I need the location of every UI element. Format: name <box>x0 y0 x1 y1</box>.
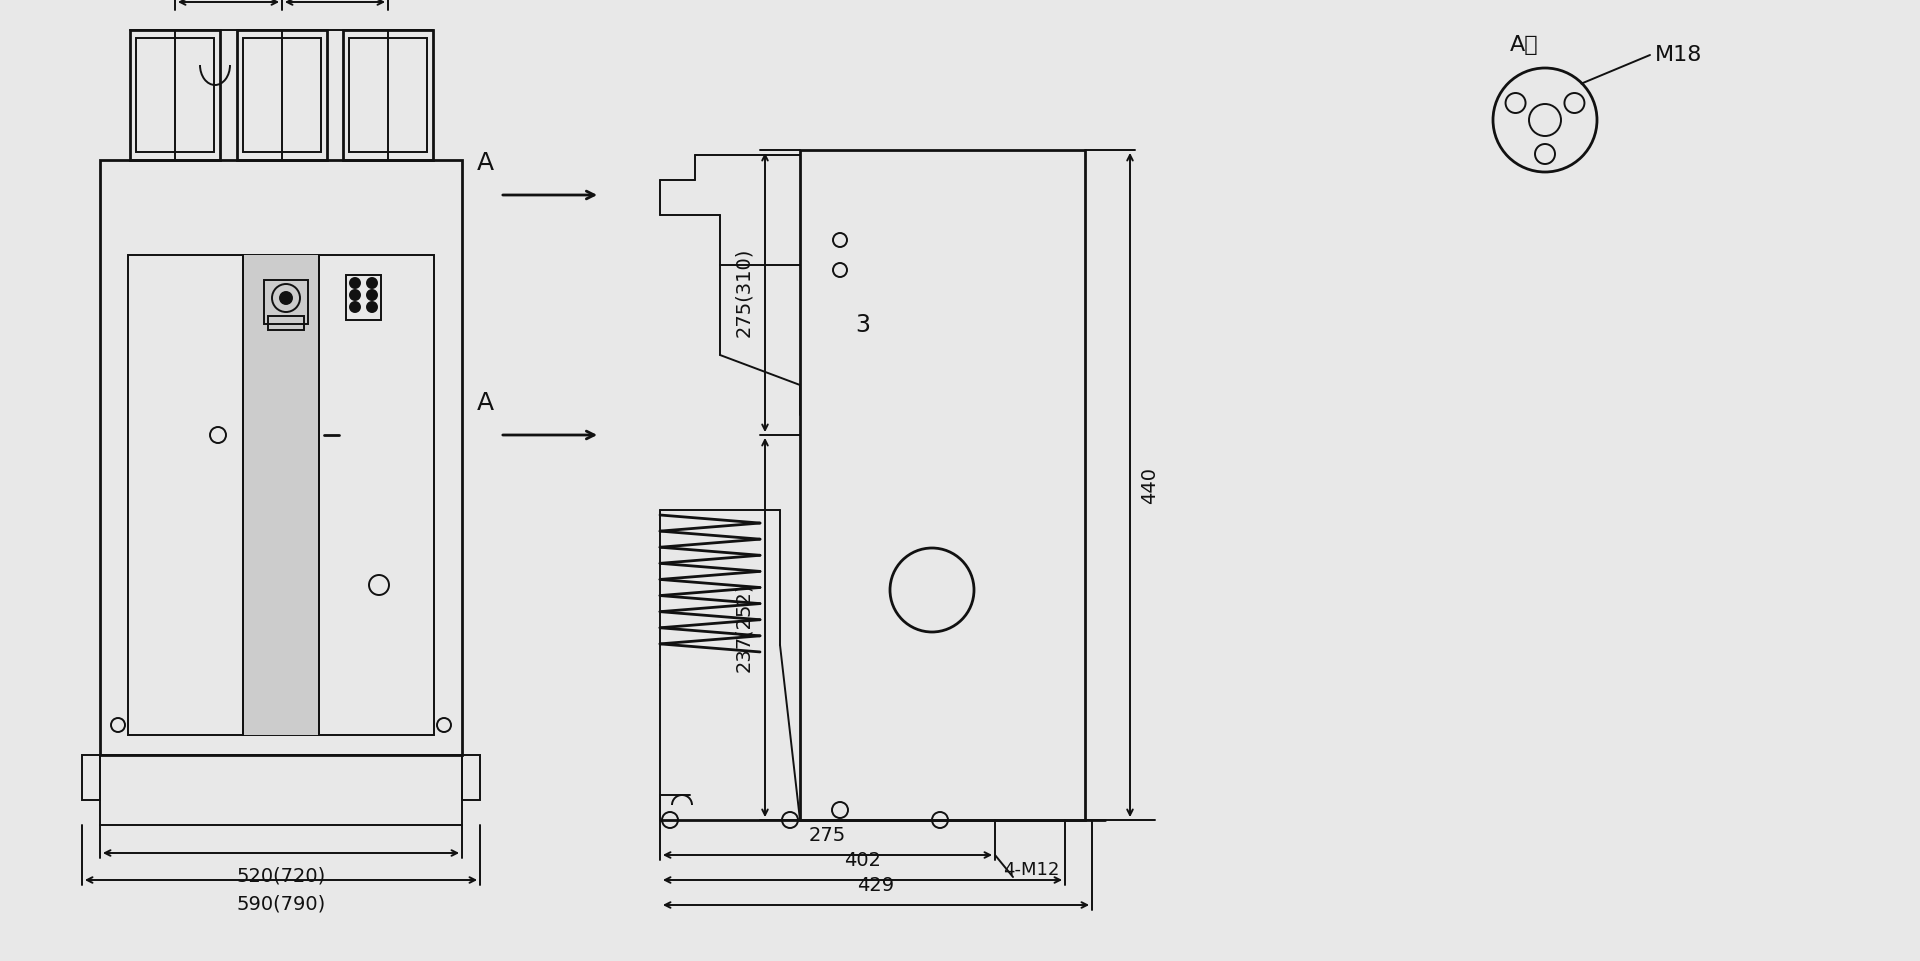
Circle shape <box>349 290 361 300</box>
Text: 3: 3 <box>854 313 870 337</box>
Text: 4-M12: 4-M12 <box>1002 861 1060 879</box>
Bar <box>801 150 1085 820</box>
Bar <box>346 275 380 320</box>
Bar <box>100 755 463 825</box>
Circle shape <box>367 302 376 312</box>
Bar <box>349 38 426 152</box>
Bar <box>236 30 326 160</box>
Text: A向: A向 <box>1509 35 1538 55</box>
Bar <box>131 30 221 160</box>
Text: 520(720): 520(720) <box>236 867 326 886</box>
Bar <box>129 255 434 735</box>
Bar <box>136 38 213 152</box>
Text: 402: 402 <box>845 851 881 870</box>
Circle shape <box>349 278 361 288</box>
Bar <box>244 255 319 735</box>
Bar <box>83 755 100 800</box>
Text: 429: 429 <box>858 876 895 895</box>
Bar <box>463 755 480 800</box>
Text: 590(790): 590(790) <box>236 894 326 913</box>
Bar <box>344 30 434 160</box>
Text: 237(252): 237(252) <box>733 582 753 673</box>
Text: 440: 440 <box>1140 466 1160 504</box>
Text: 275(310): 275(310) <box>733 248 753 337</box>
Circle shape <box>349 302 361 312</box>
Bar <box>100 160 463 755</box>
Text: A: A <box>476 151 493 175</box>
Bar <box>244 38 321 152</box>
Bar <box>265 280 307 324</box>
Circle shape <box>280 292 292 304</box>
Circle shape <box>367 278 376 288</box>
Circle shape <box>367 290 376 300</box>
Text: M18: M18 <box>1655 45 1703 65</box>
Bar <box>269 316 303 330</box>
Text: 275: 275 <box>808 826 847 845</box>
Text: A: A <box>476 391 493 415</box>
